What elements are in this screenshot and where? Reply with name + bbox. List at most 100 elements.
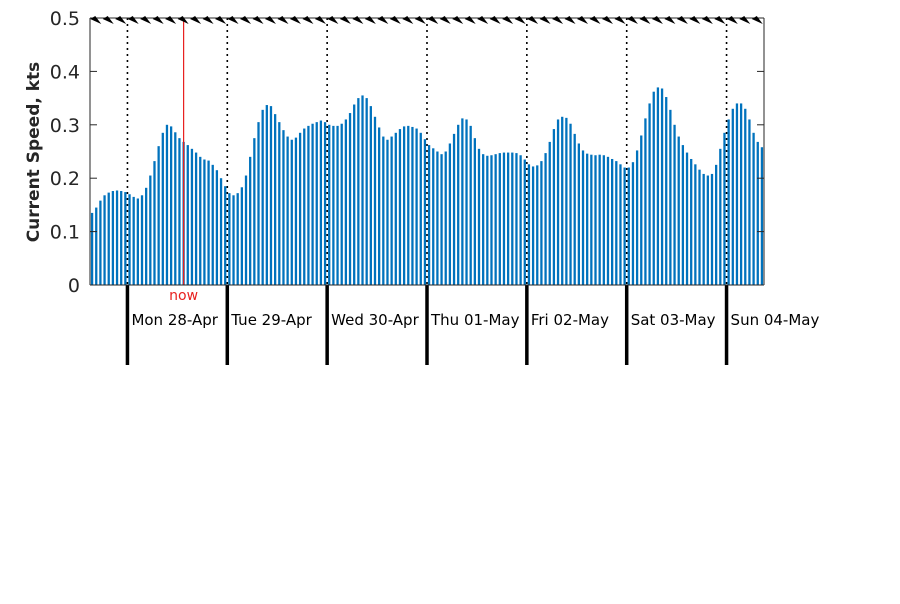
y-tick-label: 0 xyxy=(68,275,80,297)
direction-arrow xyxy=(227,16,239,24)
bar xyxy=(303,128,306,285)
bar xyxy=(611,158,614,285)
bar xyxy=(581,150,585,285)
bar xyxy=(136,198,139,285)
bar xyxy=(556,119,560,286)
bar xyxy=(257,122,260,285)
bar xyxy=(357,98,360,285)
bar xyxy=(282,130,285,285)
bar xyxy=(394,132,397,285)
bars-layer xyxy=(90,87,764,286)
direction-arrow xyxy=(564,16,576,24)
bar xyxy=(190,148,194,285)
bar xyxy=(540,161,543,285)
bar xyxy=(511,152,514,285)
direction-arrow-head xyxy=(352,16,364,24)
direction-arrow xyxy=(115,16,127,24)
bar xyxy=(573,133,576,285)
bar xyxy=(748,119,751,286)
bar xyxy=(702,173,705,285)
direction-arrow xyxy=(452,16,464,24)
bar xyxy=(149,175,152,285)
direction-arrow xyxy=(177,16,189,24)
bar xyxy=(232,195,235,285)
bar xyxy=(286,136,289,285)
bar xyxy=(602,155,605,285)
bar xyxy=(715,164,718,285)
bar xyxy=(344,119,348,286)
direction-arrow-head xyxy=(165,16,177,24)
direction-arrow xyxy=(726,16,738,24)
bar xyxy=(482,154,485,285)
bar xyxy=(145,187,148,285)
bar xyxy=(328,124,331,285)
bar xyxy=(544,153,547,285)
bar xyxy=(552,129,556,285)
bar xyxy=(419,132,422,285)
bar xyxy=(565,117,568,285)
direction-arrow xyxy=(739,16,751,24)
bar xyxy=(473,138,476,285)
bar xyxy=(153,161,156,285)
bar xyxy=(369,106,372,285)
bar xyxy=(498,153,501,285)
bar xyxy=(315,122,318,285)
direction-arrow xyxy=(651,16,663,24)
bar xyxy=(710,173,714,285)
direction-arrow-head xyxy=(751,16,763,24)
bar xyxy=(665,97,668,285)
bar xyxy=(228,193,231,285)
bar xyxy=(95,207,98,285)
bar xyxy=(669,109,672,285)
direction-arrow xyxy=(701,16,713,24)
bar xyxy=(199,156,202,285)
direction-arrow xyxy=(314,16,326,24)
bar xyxy=(261,109,264,285)
direction-arrow-head xyxy=(564,16,576,24)
direction-arrow xyxy=(639,16,651,24)
bar xyxy=(677,136,680,285)
bar xyxy=(660,88,664,286)
direction-arrow-head xyxy=(90,16,102,24)
direction-arrow xyxy=(364,16,376,24)
bar xyxy=(681,145,685,285)
direction-arrow xyxy=(577,16,589,24)
direction-arrow-head xyxy=(502,16,514,24)
direction-arrow xyxy=(402,16,414,24)
day-label: Mon 28-Apr xyxy=(131,311,218,329)
direction-arrow-head xyxy=(414,16,426,24)
direction-arrow xyxy=(601,16,613,24)
bar xyxy=(298,132,302,285)
bar xyxy=(236,193,239,285)
bar xyxy=(274,114,277,286)
day-label: Fri 02-May xyxy=(531,311,609,329)
bar xyxy=(353,104,356,285)
bar xyxy=(648,103,651,285)
direction-arrow xyxy=(676,16,688,24)
direction-arrow-head xyxy=(651,16,663,24)
labels-layer: 0 0.1 0.2 0.3 0.4 0.5 Mon 28-Apr Tue 29-Apr Wed … xyxy=(50,8,820,329)
bar xyxy=(161,132,164,285)
bar xyxy=(694,164,697,285)
direction-arrow-head xyxy=(514,16,526,24)
bar xyxy=(515,153,518,285)
bar xyxy=(731,108,734,285)
direction-arrow xyxy=(102,16,114,24)
direction-arrow xyxy=(589,16,601,24)
direction-arrow-head xyxy=(676,16,688,24)
direction-arrow-head xyxy=(427,16,439,24)
direction-arrow xyxy=(165,16,177,24)
bar xyxy=(307,125,310,286)
bar xyxy=(685,152,689,285)
bar xyxy=(698,169,701,285)
direction-arrow-head xyxy=(452,16,464,24)
bar xyxy=(336,125,339,286)
day-label: Tue 29-Apr xyxy=(230,311,312,329)
direction-arrow xyxy=(377,16,389,24)
bar xyxy=(490,155,493,285)
bar xyxy=(706,175,709,285)
direction-arrow xyxy=(252,16,264,24)
bar xyxy=(440,154,443,285)
direction-arrow-head xyxy=(402,16,414,24)
bar xyxy=(548,141,551,285)
